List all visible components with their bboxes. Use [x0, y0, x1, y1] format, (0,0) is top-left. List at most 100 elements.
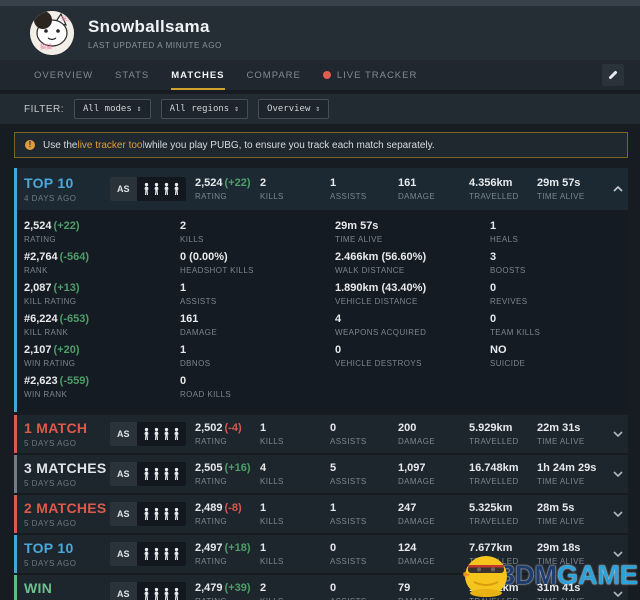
live-tracker-tool-link[interactable]: live tracker tool [77, 139, 145, 151]
live-dot-icon [322, 71, 331, 79]
tab-compare[interactable]: COMPARE [246, 69, 301, 81]
rating-delta: (+22) [224, 177, 251, 189]
modes-dropdown[interactable]: All modes ⇕ [73, 99, 151, 119]
detail-stat: 2.466km (56.60%) WALK DISTANCE [335, 251, 490, 281]
rating-label: RATING [195, 192, 228, 201]
time-alive-stat: 1h 24m 29s TIME ALIVE [537, 462, 608, 486]
time-alive-value: 22m 31s [537, 422, 581, 434]
tab-live-tracker[interactable]: LIVE TRACKER [322, 60, 417, 90]
travelled-stat: 4.356km TRAVELLED [469, 177, 537, 201]
detail-stat: 29m 57s TIME ALIVE [335, 220, 490, 250]
damage-stat: 124 DAMAGE [398, 542, 469, 566]
tab-overview[interactable]: OVERVIEW [34, 69, 94, 81]
squad-mode-badge: AS [110, 582, 186, 600]
assists-label: ASSISTS [330, 477, 367, 486]
travelled-label: TRAVELLED [469, 437, 519, 446]
travelled-stat: 16.748km TRAVELLED [469, 462, 537, 486]
travelled-value: 5.325km [469, 502, 513, 514]
regions-dropdown[interactable]: All regions ⇕ [160, 99, 249, 119]
detail-value: 0 [490, 282, 497, 294]
detail-value: 0 [180, 375, 187, 387]
server-label: AS [110, 502, 137, 526]
player-name: Snowballsama [88, 16, 210, 36]
travelled-value: 7.677km [469, 542, 513, 554]
damage-label: DAMAGE [398, 477, 436, 486]
match-row-1match[interactable]: 1 MATCH 5 DAYS AGO AS 2,502 (-4) RATING 1 KI… [14, 415, 628, 453]
time-alive-label: TIME ALIVE [537, 477, 585, 486]
person-icon [164, 427, 168, 440]
chevron-up-icon[interactable] [608, 186, 628, 192]
detail-label: KILL RANK [24, 328, 69, 337]
tab-matches[interactable]: MATCHES [171, 60, 225, 90]
server-label: AS [110, 422, 137, 446]
damage-value: 161 [398, 177, 417, 189]
assists-value: 0 [330, 582, 337, 594]
damage-value: 200 [398, 422, 417, 434]
updown-arrow-icon: ⇕ [136, 104, 142, 113]
detail-label: HEALS [490, 235, 519, 244]
time-alive-label: TIME ALIVE [537, 597, 608, 600]
modes-dropdown-value: All modes [82, 104, 132, 114]
travelled-label: TRAVELLED [469, 517, 519, 526]
assists-label: ASSISTS [330, 557, 367, 566]
detail-value: 1 [180, 282, 187, 294]
squad-icons [136, 542, 186, 566]
squad-icons [136, 422, 186, 446]
chevron-down-icon[interactable] [608, 431, 628, 437]
match-row-win[interactable]: WIN5 DAYS AGO AS 2,479(+39)RATING 2KILLS… [14, 575, 628, 600]
match-row-2matches[interactable]: 2 MATCHES 5 DAYS AGO AS 2,489 (-8) RATING 1… [14, 495, 628, 533]
assists-label: ASSISTS [330, 192, 367, 201]
assists-stat: 1 ASSISTS [330, 177, 398, 201]
match-date: 4 DAYS AGO [24, 194, 77, 203]
match-row-top10[interactable]: TOP 10 5 DAYS AGO AS 2,497 (+18) RATING 1 KI… [14, 535, 628, 573]
person-icon [164, 507, 168, 520]
profile-header: 米来 猫猫 Snowballsama LAST UPDATED A MINUTE… [0, 6, 640, 60]
travelled-value: 4.356km [469, 177, 513, 189]
tab-bar: OVERVIEW STATS MATCHES COMPARE LIVE TRAC… [0, 60, 640, 90]
time-alive-label: TIME ALIVE [537, 557, 585, 566]
tab-stats[interactable]: STATS [115, 69, 150, 81]
rating-label: RATING [195, 517, 228, 526]
chevron-down-icon[interactable] [608, 591, 628, 597]
chevron-down-icon[interactable] [608, 511, 628, 517]
settings-button[interactable] [602, 64, 624, 86]
time-alive-value: 28m 5s [537, 502, 575, 514]
detail-stat: 2 KILLS [180, 220, 335, 250]
server-label: AS [110, 177, 137, 201]
match-row-3matches[interactable]: 3 MATCHES 5 DAYS AGO AS 2,505 (+16) RATING … [14, 455, 628, 493]
chevron-down-icon[interactable] [608, 551, 628, 557]
travelled-value: 5.929km [469, 422, 513, 434]
server-label: AS [110, 582, 137, 600]
travelled-stat: 10.451km TRAVELLED [469, 582, 537, 600]
kills-label: KILLS [260, 557, 284, 566]
detail-value: 0 (0.00%) [180, 251, 228, 263]
detail-stat: 0 (0.00%) HEADSHOT KILLS [180, 251, 335, 281]
kills-label: KILLS [260, 597, 330, 600]
assists-value: 1 [330, 502, 337, 514]
kills-value: 1 [260, 422, 267, 434]
detail-delta: (+20) [53, 344, 80, 356]
view-dropdown[interactable]: Overview ⇕ [258, 99, 330, 119]
chevron-down-icon[interactable] [608, 471, 628, 477]
detail-delta: (-564) [59, 251, 89, 263]
kills-label: KILLS [260, 437, 284, 446]
match-row-top10-expanded[interactable]: TOP 10 4 DAYS AGO AS 2,524 (+22) RATING 2 K… [17, 168, 628, 210]
detail-stat: 1 HEALS [490, 220, 628, 250]
squad-mode-badge: AS [110, 462, 186, 486]
detail-value: 0 [335, 344, 342, 356]
detail-label: ROAD KILLS [180, 390, 232, 399]
person-icon [154, 182, 158, 195]
assists-stat: 0 ASSISTS [330, 542, 398, 566]
person-icon [174, 547, 178, 560]
assists-value: 5 [330, 462, 337, 474]
time-alive-value: 29m 18s [537, 542, 581, 554]
detail-label: RANK [24, 266, 48, 275]
detail-label: VEHICLE DESTROYS [335, 359, 422, 368]
match-date: 5 DAYS AGO [24, 559, 77, 568]
person-icon [174, 587, 178, 600]
damage-label: DAMAGE [398, 557, 436, 566]
kills-value: 1 [260, 502, 267, 514]
detail-value: 161 [180, 313, 199, 325]
travelled-stat: 7.677km TRAVELLED [469, 542, 537, 566]
detail-label: TIME ALIVE [335, 235, 383, 244]
